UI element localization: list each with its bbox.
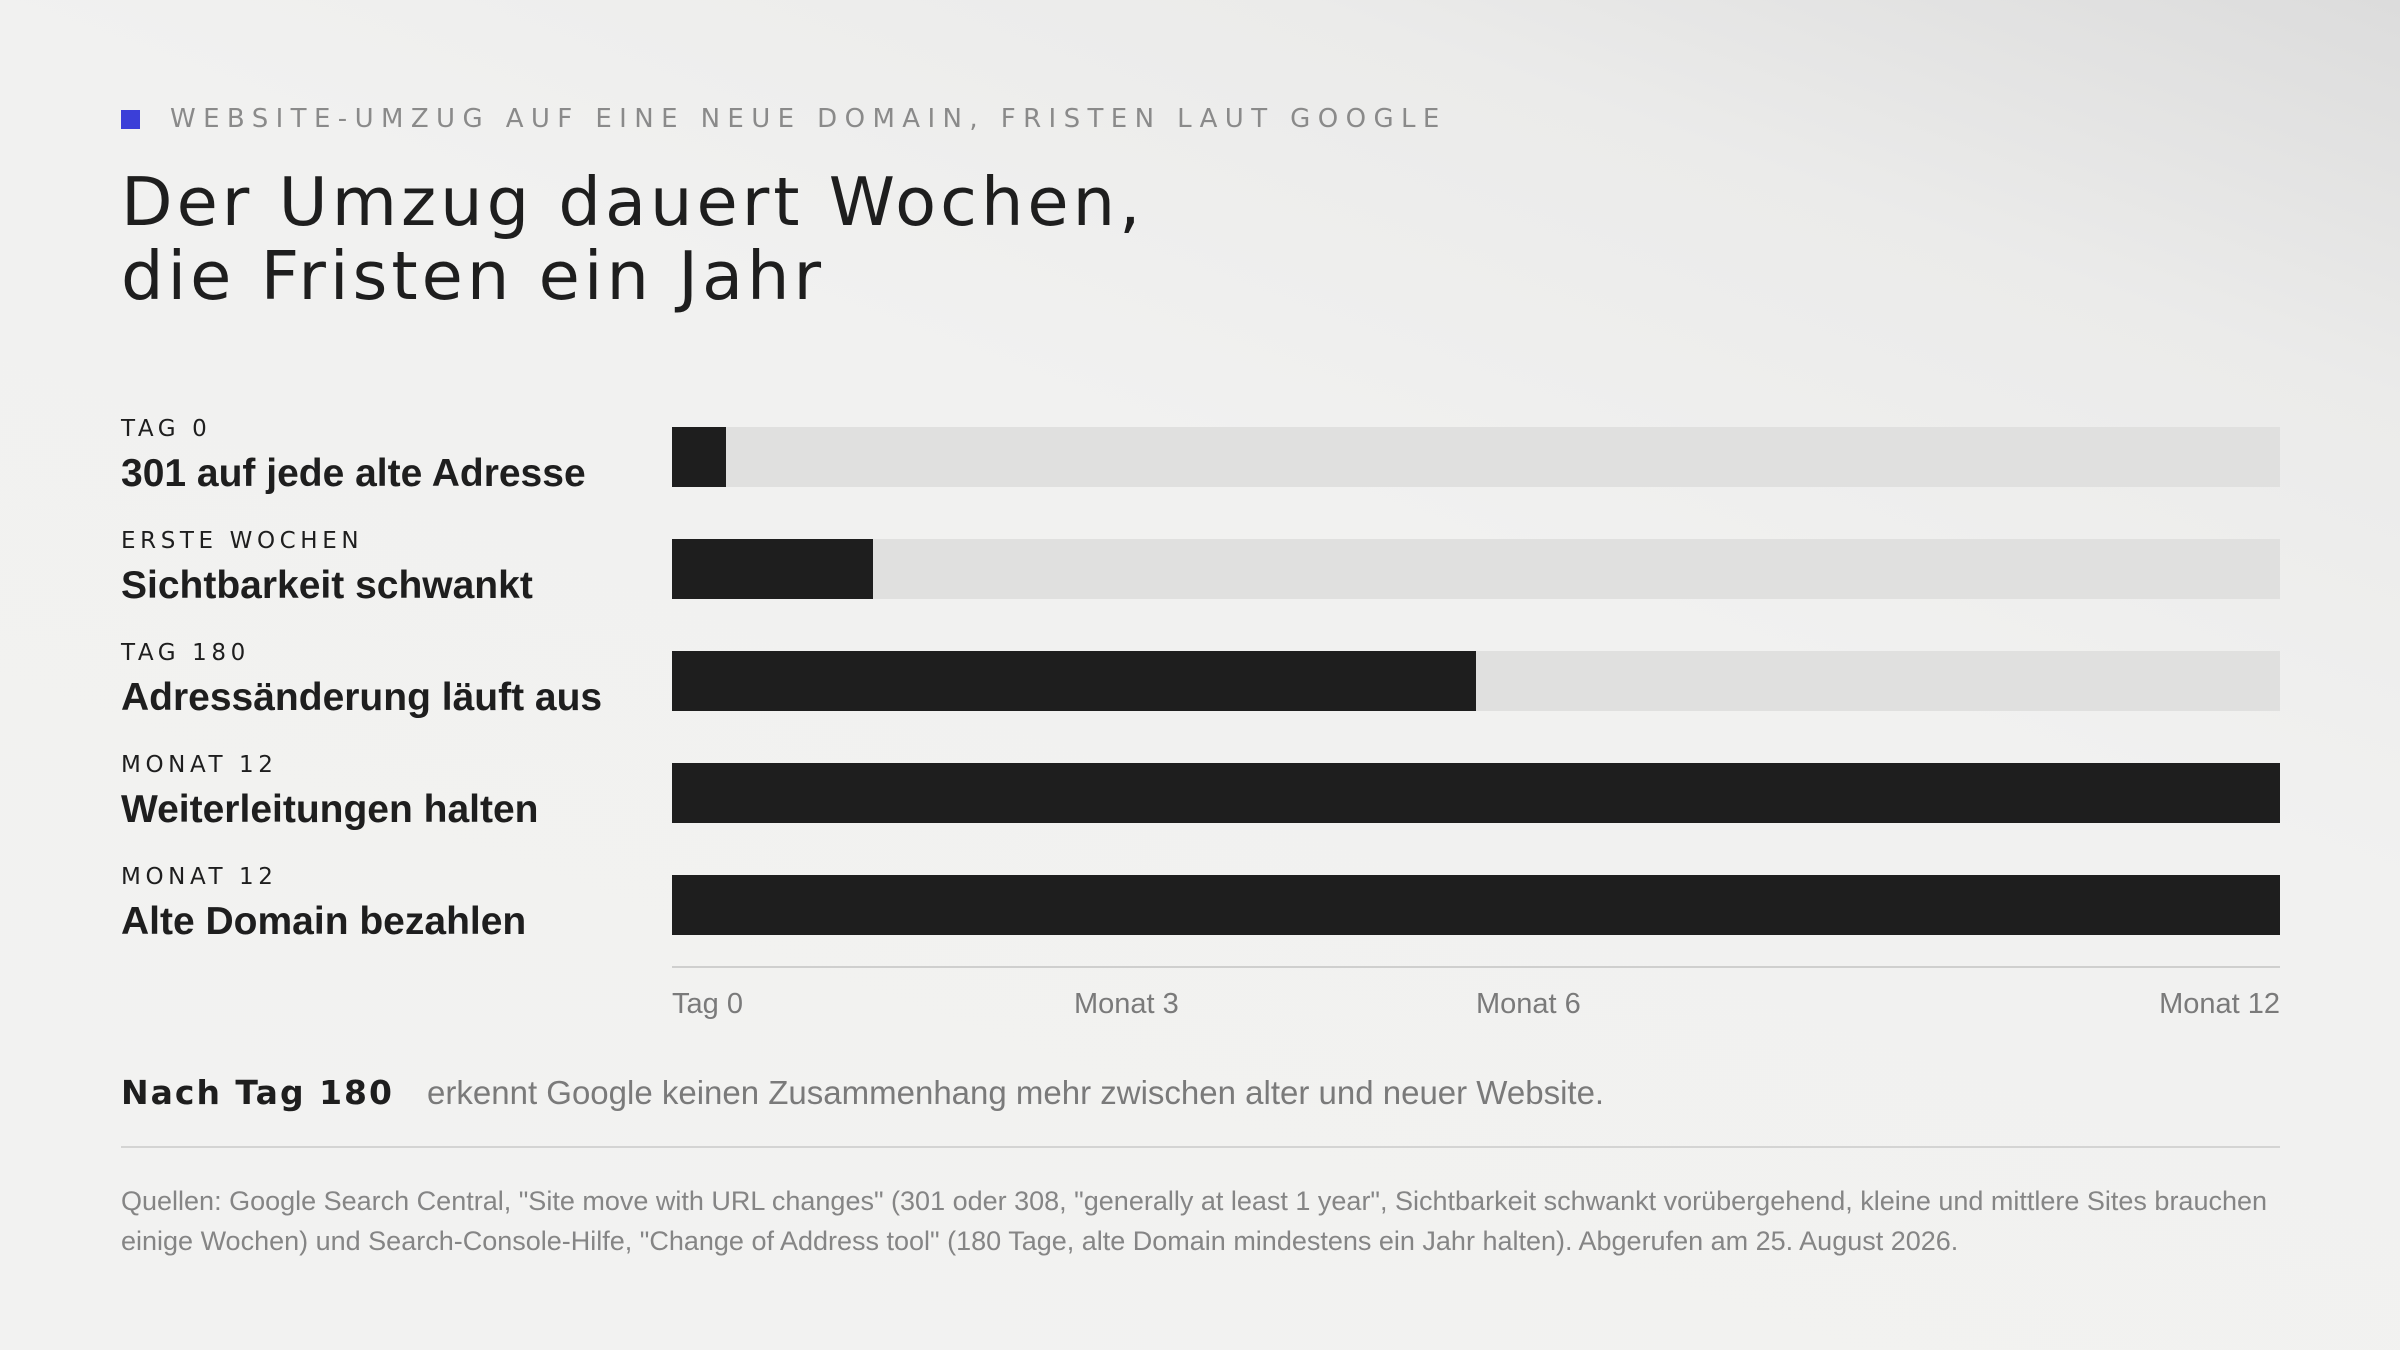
bar-kicker: MONAT 12 [121,752,278,778]
page-title-line-2: die Fristen ein Jahr [121,237,826,315]
bar-kicker: ERSTE WOCHEN [121,528,364,554]
eyebrow-text: WEBSITE-UMZUG AUF EINE NEUE DOMAIN, FRIS… [170,104,1447,134]
note-strong: Nach Tag 180 [121,1073,394,1112]
bar-kicker: MONAT 12 [121,864,278,890]
bar-label-1: ERSTE WOCHEN Sichtbarkeit schwankt [121,527,533,609]
bar-title: Alte Domain bezahlen [121,900,527,943]
x-tick-label: Monat 3 [1074,988,1179,1020]
bar-track [672,427,2280,487]
bar [672,875,2280,935]
footnote-highlight: Nach Tag 180 erkennt Google keinen Zusam… [121,1073,1604,1112]
divider [121,1146,2280,1148]
x-tick-label: Monat 12 [2159,988,2280,1020]
bar-track [672,651,2280,711]
bar-kicker: TAG 180 [121,640,250,666]
bar-track [672,539,2280,599]
accent-square-icon [121,109,140,129]
x-tick-label: Tag 0 [672,988,743,1020]
bar [672,763,2280,823]
sources-text: Quellen: Google Search Central, "Site mo… [121,1186,2268,1256]
x-axis-line [672,966,2280,968]
page-title: Der Umzug dauert Wochen, die Fristen ein… [121,165,1144,313]
bar-label-4: MONAT 12 Alte Domain bezahlen [121,863,526,945]
bar-kicker: TAG 0 [121,416,212,442]
bar-label-3: MONAT 12 Weiterleitungen halten [121,751,539,833]
bar [672,427,726,487]
bar-title: 301 auf jede alte Adresse [121,452,586,495]
bar-title: Weiterleitungen halten [121,788,539,831]
bar-label-0: TAG 0 301 auf jede alte Adresse [121,415,586,497]
bar-track [672,763,2280,823]
bar-title: Sichtbarkeit schwankt [121,564,533,607]
bar-title: Adressänderung läuft aus [121,676,603,719]
x-tick-label: Monat 6 [1476,988,1581,1020]
note-text: erkennt Google keinen Zusammenhang mehr … [427,1074,1605,1111]
page-title-line-1: Der Umzug dauert Wochen, [121,163,1145,241]
bar-label-2: TAG 180 Adressänderung läuft aus [121,639,602,721]
bar-track [672,875,2280,935]
eyebrow: WEBSITE-UMZUG AUF EINE NEUE DOMAIN, FRIS… [121,104,1447,134]
bar [672,539,873,599]
bar [672,651,1476,711]
